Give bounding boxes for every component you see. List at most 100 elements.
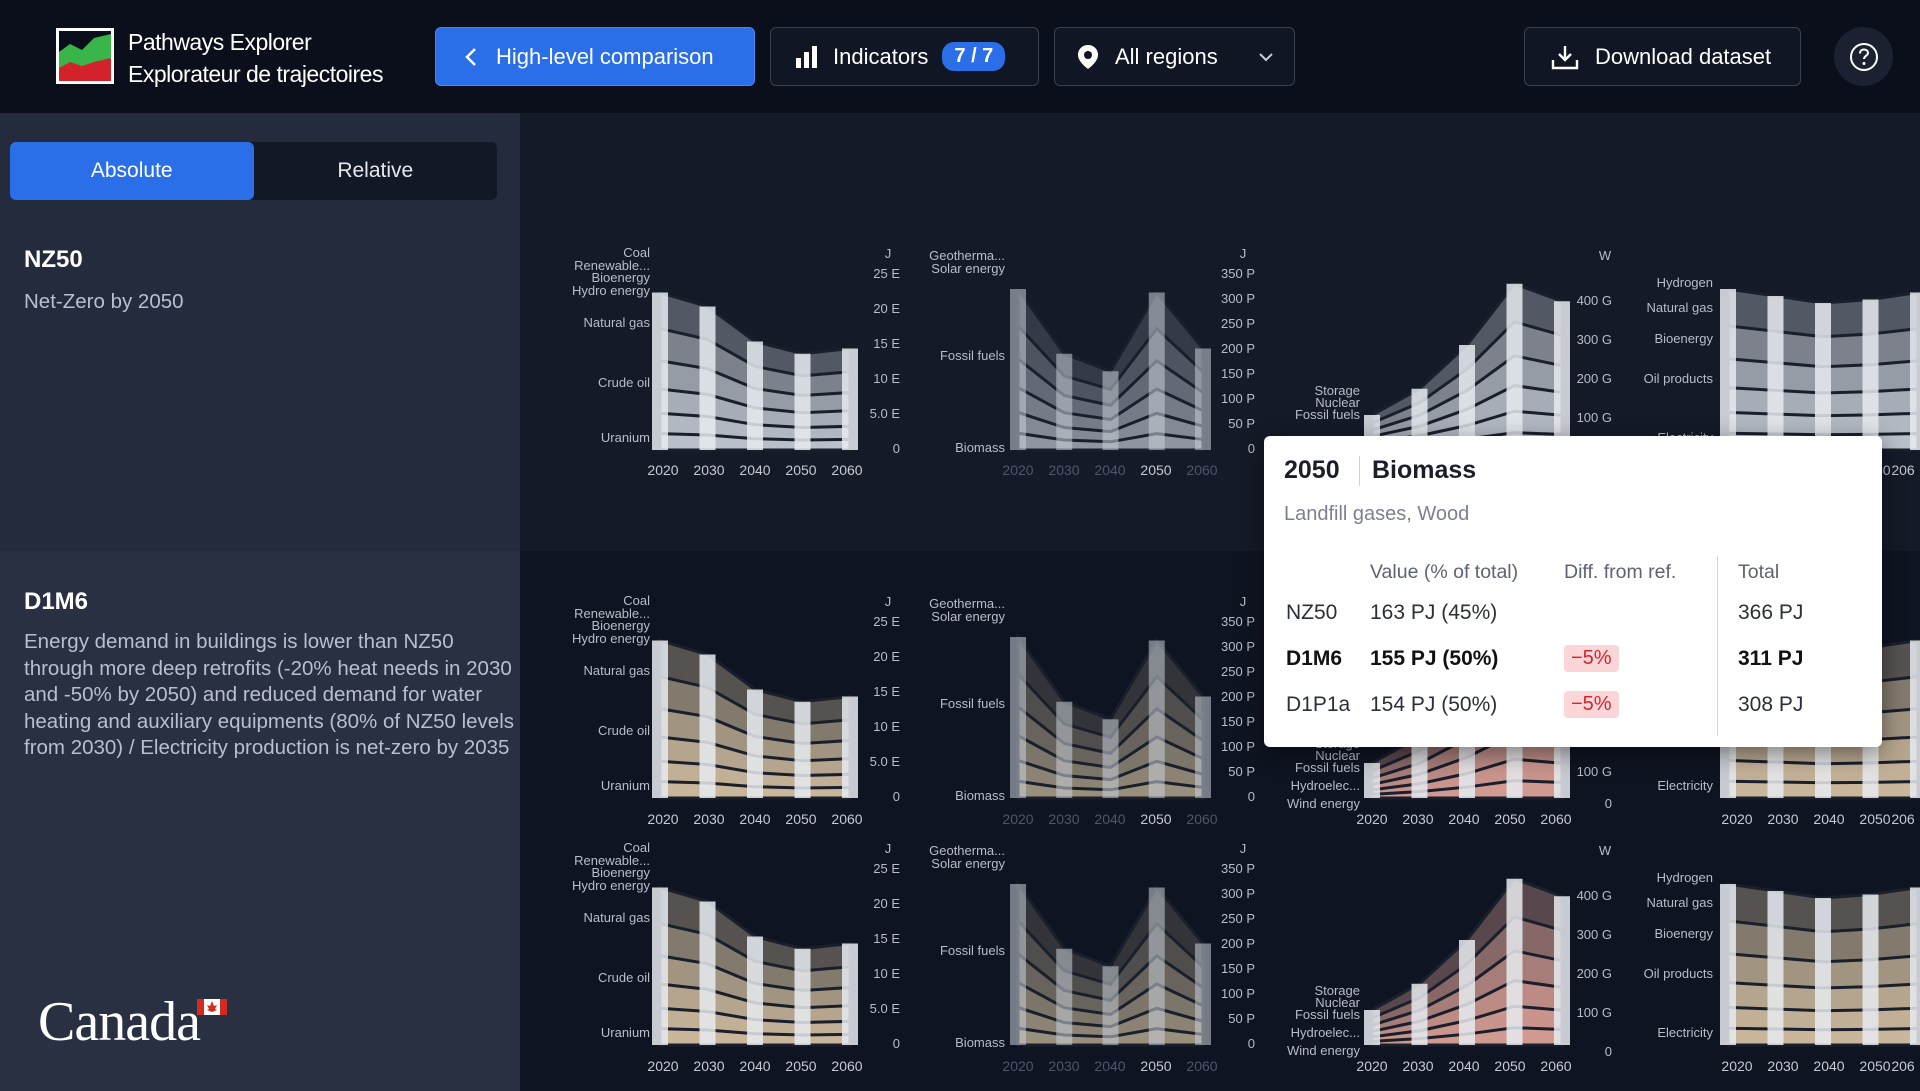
chart-row-0-primary-layer bbox=[658, 411, 852, 452]
chart-row-1-consumption-year-label: 2050 bbox=[1859, 811, 1890, 827]
remove-column-close-icon[interactable]: × bbox=[870, 128, 886, 158]
chart-row-0-primary-axis-tick-label: 0 bbox=[893, 441, 900, 456]
chart-row-0-electricity-year-label: 2060 bbox=[1186, 462, 1217, 478]
chart-row-1-primary-category-label: Hydro energy bbox=[572, 631, 651, 646]
indicators-label: Indicators bbox=[833, 43, 929, 69]
indicators-button[interactable]: Indicators 7 / 7 bbox=[770, 27, 1039, 86]
tooltip-subtitle: Landfill gases, Wood bbox=[1284, 503, 1470, 525]
chart-row-0-electricity-bar bbox=[1148, 292, 1165, 450]
chart-row-1-primary-bar bbox=[794, 701, 811, 798]
filter-dropdown[interactable]: All bbox=[562, 170, 902, 229]
chart-row-2-electricity-axis-unit: J bbox=[1240, 841, 1247, 856]
chart-row-0-electricity-bar bbox=[1056, 353, 1073, 450]
scenario-description: Net-Zero by 2050 bbox=[24, 290, 184, 313]
chart-row-0-primary-axis-tick-label: 5.0 E bbox=[870, 406, 901, 421]
chart-row-2-electricity-layer bbox=[1016, 950, 1205, 1047]
filter-dropdown[interactable]: All bbox=[1624, 170, 1920, 229]
regions-select[interactable]: All regions bbox=[1054, 27, 1295, 86]
chart-row-2-primary-layer bbox=[658, 921, 852, 1047]
filter-dropdown[interactable]: ... bbox=[916, 170, 1256, 229]
chart-row-0-capacity-tick-label: 100 G bbox=[1577, 410, 1612, 425]
relative-option[interactable]: Relative bbox=[337, 159, 414, 182]
chart-row-1-electricity-category-label: Fossil fuels bbox=[940, 696, 1006, 711]
chart-row-1-primary-layer bbox=[658, 674, 852, 800]
chart-row-2-primary-category-label: Crude oil bbox=[598, 970, 650, 985]
high-level-comparison-button[interactable]: High-level comparison bbox=[435, 27, 755, 86]
chart-row-1-primary-layer bbox=[658, 759, 852, 800]
chart-row-0-primary-layer bbox=[658, 358, 852, 452]
chart-row-1-electricity-bar bbox=[1148, 640, 1165, 798]
chart-row-1-electricity-year-label: 2060 bbox=[1186, 811, 1217, 827]
chart-row-0-primary-axis-tick-label: 20 E bbox=[873, 301, 900, 316]
chart-row-2-capacity-category-label: Fossil fuels bbox=[1295, 1007, 1361, 1022]
less-more-gradient bbox=[916, 492, 1256, 498]
chart-row-0-electricity-axis-tick-label: 100 P bbox=[1221, 391, 1255, 406]
chart-row-0-consumption-layer bbox=[1726, 287, 1920, 452]
chart-row-0-electricity-year-label: 2050 bbox=[1140, 462, 1171, 478]
canada-flag-icon bbox=[197, 999, 227, 1015]
absolute-option[interactable]: Absolute bbox=[10, 142, 254, 200]
download-dataset-button[interactable]: Download dataset bbox=[1524, 27, 1801, 86]
tooltip-row-scenario: D1P1a bbox=[1286, 693, 1351, 716]
chart-row-0-electricity-axis-tick-label: 150 P bbox=[1221, 366, 1255, 381]
scenario-panel: Absolute Relative NZ50 Net-Zero by 2050 … bbox=[0, 113, 520, 1091]
chart-row-2-capacity-unit: W bbox=[1599, 843, 1612, 858]
chart-row-1-primary-axis-unit: J bbox=[885, 594, 892, 609]
chart-row-0-capacity-tick-label: 400 G bbox=[1577, 293, 1612, 308]
chart-row-1-primary-axis-tick-label: 10 E bbox=[873, 719, 900, 734]
remove-column-close-icon[interactable]: × bbox=[1224, 128, 1240, 158]
chart-row-1-electricity-bar bbox=[1056, 701, 1073, 798]
chart-row-2-electricity-layer bbox=[1016, 980, 1205, 1047]
chart-row-2-electricity-axis-tick-label: 200 P bbox=[1221, 936, 1255, 951]
chart-row-0-electricity-category-label: Solar energy bbox=[931, 261, 1005, 276]
remove-column-close-icon[interactable]: × bbox=[1578, 128, 1594, 158]
help-button[interactable] bbox=[1834, 27, 1893, 86]
chart-row-2-capacity-layer bbox=[1370, 1026, 1564, 1047]
map-pin-icon bbox=[1078, 44, 1098, 69]
chart-row-2-capacity-year-label: 2020 bbox=[1356, 1058, 1387, 1074]
chart-row-1-consumption-year-label: 2020 bbox=[1721, 811, 1752, 827]
chart-row-1-consumption-layer bbox=[1726, 779, 1920, 800]
chevron-down-icon bbox=[1259, 52, 1273, 61]
chart-row-1-primary-year-label: 2060 bbox=[831, 811, 862, 827]
chart-row-0-primary-layer bbox=[658, 387, 852, 452]
chart-row-2-consumption-category-label: Oil products bbox=[1644, 966, 1714, 981]
chart-row-2-consumption-bar bbox=[1910, 887, 1920, 1045]
bar-chart-icon bbox=[796, 45, 817, 68]
chart-row-1-primary-axis-tick-label: 5.0 E bbox=[870, 754, 901, 769]
chart-row-0-primary-layer bbox=[658, 432, 852, 452]
chart-row-0-electricity-year-label: 2030 bbox=[1048, 462, 1079, 478]
column-title-electricity-capacity: Electricity capacity bbox=[1270, 130, 1443, 153]
chart-row-1-primary-axis-tick-label: 0 bbox=[893, 789, 900, 804]
chart-row-2-electricity-bar bbox=[1056, 948, 1073, 1045]
chart-row-0-capacity-bar bbox=[1506, 283, 1523, 450]
chart-row-2-primary-axis-tick-label: 5.0 E bbox=[870, 1001, 901, 1016]
chart-row-2-electricity-category-label: Geotherma... bbox=[929, 843, 1005, 858]
brand-title-fr: Explorateur de trajectoires bbox=[128, 61, 383, 87]
chart-row-1-capacity-category-label: Wind energy bbox=[1287, 796, 1360, 811]
chart-row-0-primary-category-label: Natural gas bbox=[584, 315, 651, 330]
chart-row-2-primary-bar bbox=[747, 936, 763, 1045]
chart-row-0-capacity-category-label: Nuclear bbox=[1315, 395, 1360, 410]
chart-row-2-consumption-layer bbox=[1726, 882, 1920, 1047]
filter-dropdown[interactable]: All bbox=[1270, 170, 1610, 229]
tooltip-title: Biomass bbox=[1372, 456, 1477, 484]
chart-row-1-capacity-year-label: 2020 bbox=[1356, 811, 1387, 827]
chart-row-1-capacity-bar bbox=[1364, 763, 1380, 798]
tooltip-row-value: 155 PJ (50%) bbox=[1370, 647, 1499, 670]
chart-row-2-consumption-layer bbox=[1726, 952, 1920, 1047]
chart-row-1-electricity-axis-tick-label: 100 P bbox=[1221, 739, 1255, 754]
chart-row-2-electricity-axis-tick-label: 0 bbox=[1248, 1036, 1255, 1051]
chart-row-1-primary-category-label: Coal bbox=[623, 593, 650, 608]
chart-row-0-electricity-axis-tick-label: 0 bbox=[1248, 441, 1255, 456]
chart-row-0-primary-bar bbox=[699, 306, 716, 450]
chart-row-0-primary-layer bbox=[658, 326, 852, 452]
chevron-down-icon bbox=[866, 192, 880, 201]
chart-row-1-primary-bar bbox=[699, 654, 716, 798]
chart-row-1-electricity-axis-tick-label: 350 P bbox=[1221, 614, 1255, 629]
chart-row-2-primary-layer bbox=[658, 885, 852, 1047]
chart-row-1-consumption-year-label: 2030 bbox=[1767, 811, 1798, 827]
tooltip-row-value: 163 PJ (45%) bbox=[1370, 601, 1498, 624]
chevron-down-icon bbox=[1220, 192, 1234, 201]
chart-row-1-primary-category-label: Natural gas bbox=[584, 663, 651, 678]
